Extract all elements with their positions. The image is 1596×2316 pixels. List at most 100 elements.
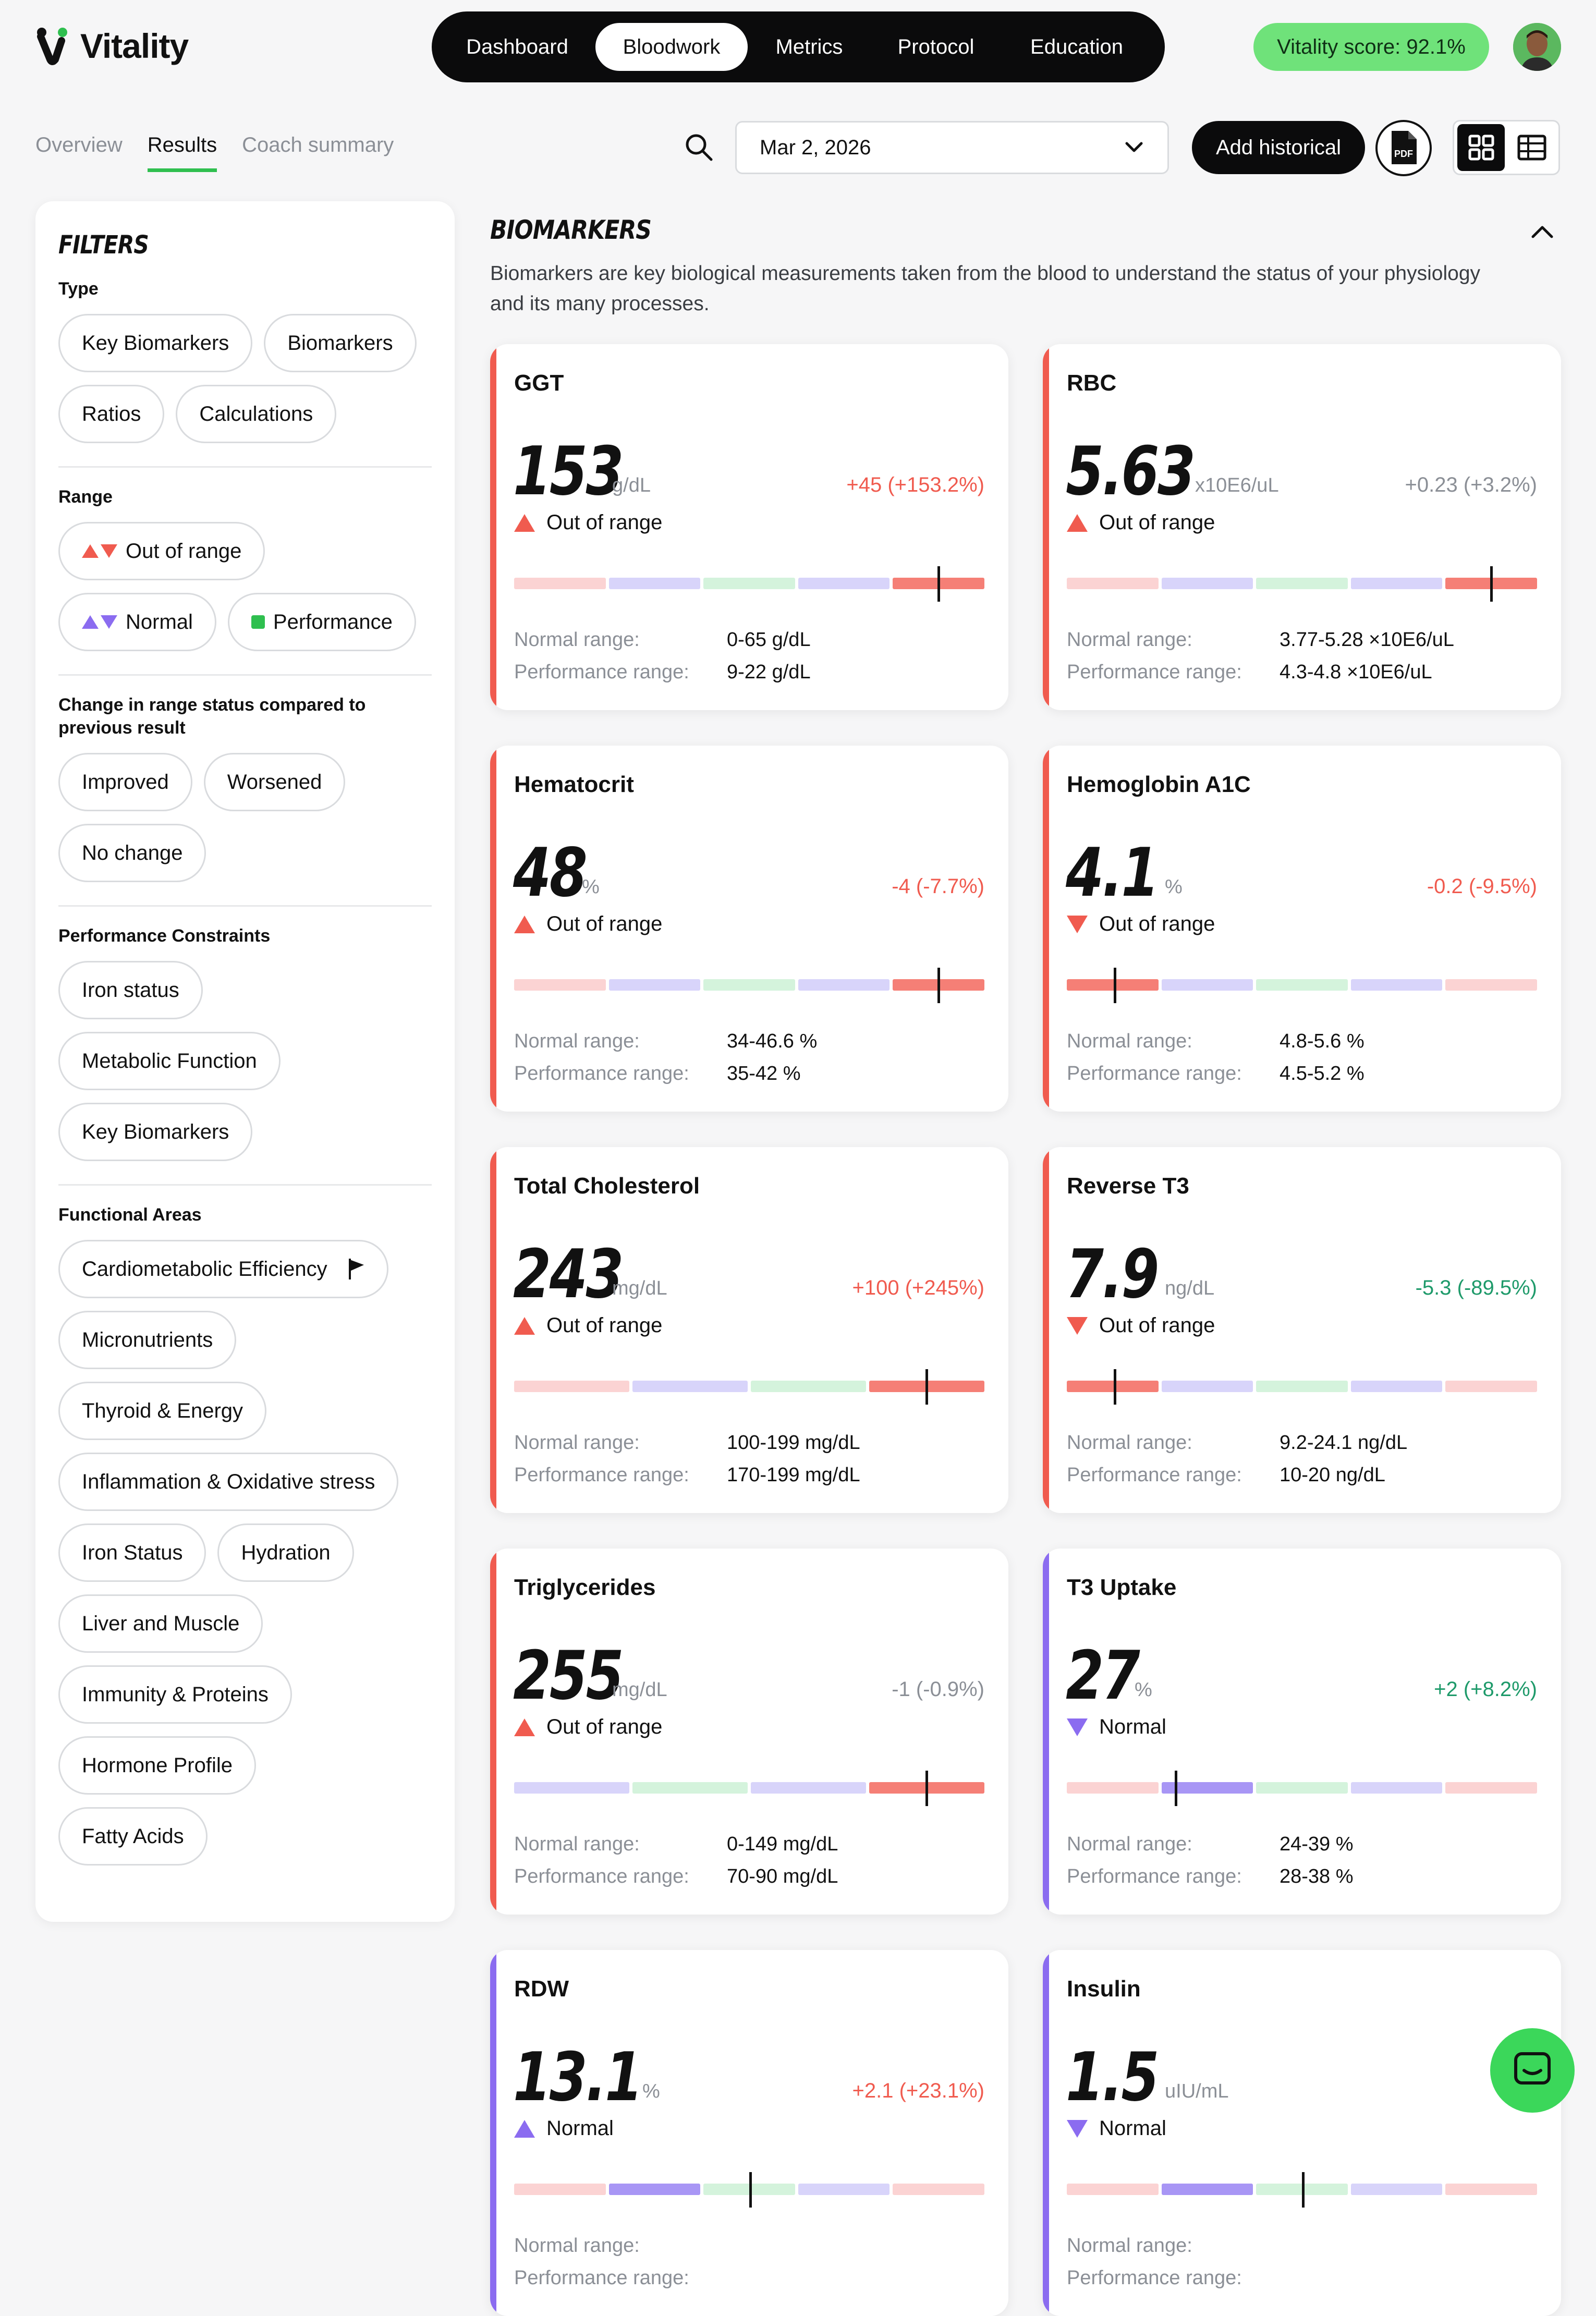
chevron-up-icon[interactable] [1528, 217, 1557, 246]
results-subtabs: Overview Results Coach summary [35, 133, 394, 172]
chat-button[interactable] [1490, 2028, 1575, 2113]
search-icon[interactable] [683, 131, 714, 163]
chip-no-change[interactable]: No change [58, 824, 206, 882]
performance-range-value: 28-38 % [1280, 1866, 1354, 1887]
nav-protocol[interactable]: Protocol [897, 35, 974, 58]
range-marker [1175, 1771, 1178, 1806]
chip-out-of-range[interactable]: Out of range [58, 522, 265, 580]
chip-hydration[interactable]: Hydration [217, 1523, 354, 1582]
chip-worsened[interactable]: Worsened [203, 753, 346, 811]
chip-calculations[interactable]: Calculations [176, 385, 337, 443]
chip-cardiometabolic-label: Cardiometabolic Efficiency [82, 1257, 327, 1281]
biomarker-unit: % [1165, 876, 1183, 898]
chip-hormone-profile[interactable]: Hormone Profile [58, 1736, 257, 1795]
add-historical-button[interactable]: Add historical [1192, 121, 1365, 174]
pdf-export-button[interactable]: PDF [1375, 120, 1432, 176]
card-status-edge [490, 1950, 496, 2316]
chip-normal[interactable]: Normal [58, 593, 216, 651]
normal-range-value: 0-149 mg/dL [727, 1833, 838, 1855]
biomarker-value: 153 [513, 433, 624, 510]
date-select-value: Mar 2, 2026 [760, 136, 871, 159]
app-logo[interactable]: Vitality [35, 25, 189, 67]
range-marker [1302, 2172, 1305, 2208]
tab-coach-summary[interactable]: Coach summary [242, 133, 394, 156]
range-marker [937, 566, 940, 602]
chip-key-biomarkers[interactable]: Key Biomarkers [58, 314, 253, 372]
biomarker-card[interactable]: Triglycerides 255 mg/dL -1 (-0.9%) Out of ra… [490, 1549, 1008, 1915]
nav-education[interactable]: Education [1030, 35, 1123, 58]
range-marker [1490, 566, 1493, 602]
normal-range-label: Normal range: [1067, 2235, 1192, 2257]
avatar[interactable] [1513, 23, 1561, 71]
normal-range-value: 100-199 mg/dL [727, 1432, 860, 1454]
chip-improved[interactable]: Improved [58, 753, 192, 811]
range-segment [1350, 1782, 1443, 1794]
chip-iron-status-area[interactable]: Iron Status [58, 1523, 206, 1582]
biomarker-status: Out of range [1067, 511, 1215, 534]
nav-bloodwork[interactable]: Bloodwork [595, 23, 748, 71]
normal-range-label: Normal range: [514, 2235, 640, 2257]
range-bar [514, 578, 984, 589]
chip-ratios[interactable]: Ratios [58, 385, 165, 443]
biomarker-card[interactable]: Total Cholesterol 243 mg/dL +100 (+245%) Out… [490, 1147, 1008, 1513]
chat-icon [1514, 2052, 1551, 2085]
chip-cardiometabolic[interactable]: Cardiometabolic Efficiency [58, 1240, 388, 1298]
performance-range-label: Performance range: [1067, 661, 1242, 683]
biomarker-status-label: Out of range [546, 912, 663, 935]
biomarker-card[interactable]: Hematocrit 48% -4 (-7.7%) Out of range Norma… [490, 746, 1008, 1112]
range-segment [1256, 578, 1348, 589]
biomarkers-title: BIOMARKERS [490, 215, 652, 245]
biomarker-value: 7.9 [1066, 1236, 1159, 1313]
card-status-edge [490, 1549, 496, 1915]
biomarker-card[interactable]: RDW 13.1% +2.1 (+23.1%) Normal Normal range:… [490, 1950, 1008, 2316]
chip-metabolic-function[interactable]: Metabolic Function [58, 1032, 281, 1090]
chip-biomarkers[interactable]: Biomarkers [264, 314, 417, 372]
range-segment [1256, 1782, 1348, 1794]
range-segment [514, 2184, 606, 2195]
chip-micronutrients[interactable]: Micronutrients [58, 1311, 237, 1369]
biomarker-card[interactable]: Hemoglobin A1C 4.1% -0.2 (-9.5%) Out of ran… [1043, 746, 1561, 1112]
chip-key-biomarkers-constraint[interactable]: Key Biomarkers [58, 1103, 253, 1161]
date-select[interactable]: Mar 2, 2026 [735, 121, 1169, 174]
nav-metrics[interactable]: Metrics [775, 35, 843, 58]
grid-view-button[interactable] [1457, 124, 1505, 171]
biomarker-status-label: Out of range [1099, 912, 1215, 935]
nav-dashboard[interactable]: Dashboard [466, 35, 568, 58]
performance-range-label: Performance range: [1067, 1063, 1242, 1084]
range-segment [1256, 1381, 1348, 1392]
biomarker-card[interactable]: GGT 153 g/dL +45 (+153.2%) Out of range Norma… [490, 344, 1008, 710]
range-segment [632, 1782, 748, 1794]
biomarker-card[interactable]: RBC 5.63 x10E6/uL +0.23 (+3.2%) Out of range… [1043, 344, 1561, 710]
biomarker-card[interactable]: T3 Uptake 27% +2 (+8.2%) Normal Normal range… [1043, 1549, 1561, 1915]
biomarker-unit: ng/dL [1165, 1277, 1215, 1299]
out-of-range-icon [82, 544, 117, 558]
normal-range-label: Normal range: [514, 629, 640, 651]
triangle-up-icon [514, 1317, 535, 1335]
tab-overview[interactable]: Overview [35, 133, 123, 156]
range-segment [1161, 1381, 1253, 1392]
chip-inflammation[interactable]: Inflammation & Oxidative stress [58, 1453, 399, 1511]
chip-iron-status[interactable]: Iron status [58, 961, 203, 1019]
biomarker-status-label: Normal [1099, 2117, 1166, 2140]
performance-range-label: Performance range: [514, 1063, 689, 1084]
tab-results[interactable]: Results [147, 133, 217, 172]
biomarker-unit: uIU/mL [1165, 2080, 1229, 2102]
triangle-down-icon [1067, 915, 1088, 933]
biomarker-card[interactable]: Reverse T3 7.9 ng/dL -5.3 (-89.5%) Out of ra… [1043, 1147, 1561, 1513]
range-marker [1114, 968, 1117, 1003]
top-header: Vitality Dashboard Bloodwork Metrics Pro… [0, 0, 1596, 94]
chip-fatty-acids[interactable]: Fatty Acids [58, 1807, 208, 1866]
range-bar [514, 1381, 984, 1392]
chip-immunity-proteins[interactable]: Immunity & Proteins [58, 1665, 292, 1724]
table-view-button[interactable] [1508, 124, 1555, 171]
biomarker-value: 243 [513, 1236, 624, 1313]
range-bar [1067, 1381, 1537, 1392]
chip-thyroid-energy[interactable]: Thyroid & Energy [58, 1382, 267, 1440]
vitality-score-badge[interactable]: Vitality score: 92.1% [1253, 23, 1489, 71]
card-status-edge [1043, 344, 1049, 710]
chip-performance[interactable]: Performance [227, 593, 416, 651]
chip-liver-muscle[interactable]: Liver and Muscle [58, 1594, 263, 1653]
view-toggle [1453, 120, 1560, 175]
range-segment [893, 2184, 984, 2195]
